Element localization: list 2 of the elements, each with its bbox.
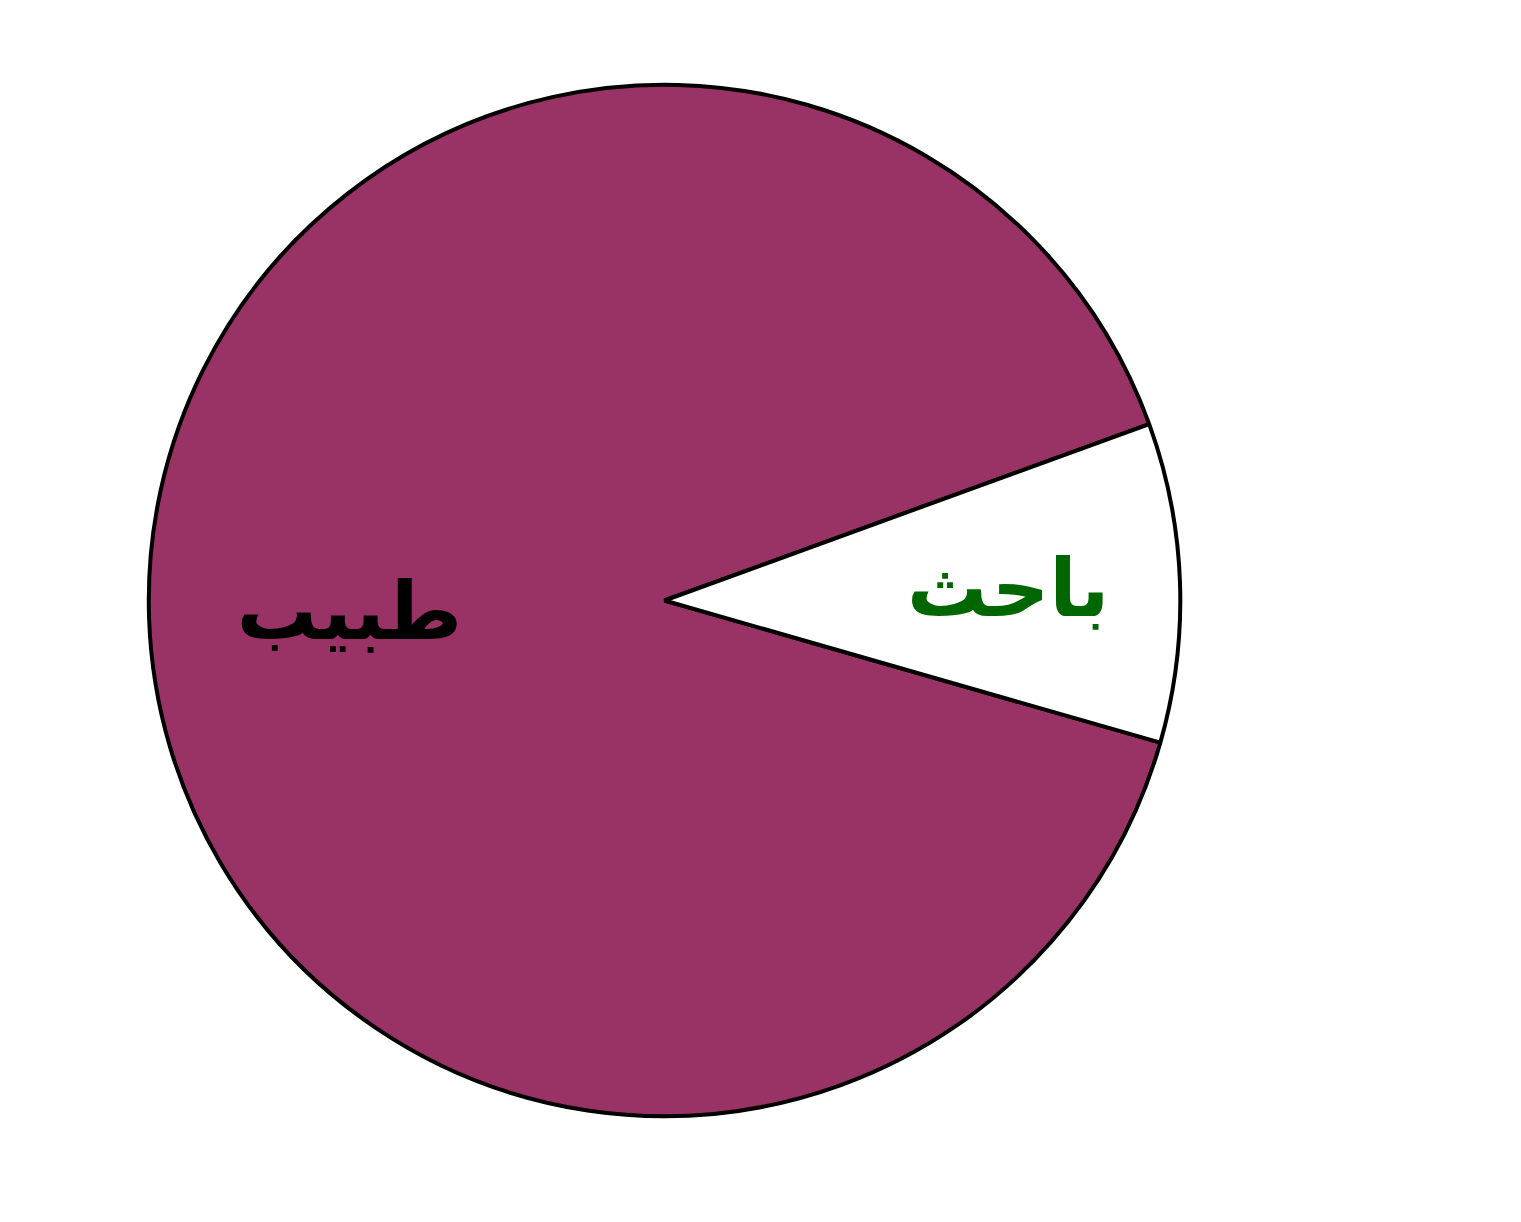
slice-label: طبيب	[236, 564, 463, 658]
slice-label: باحث	[906, 542, 1110, 636]
